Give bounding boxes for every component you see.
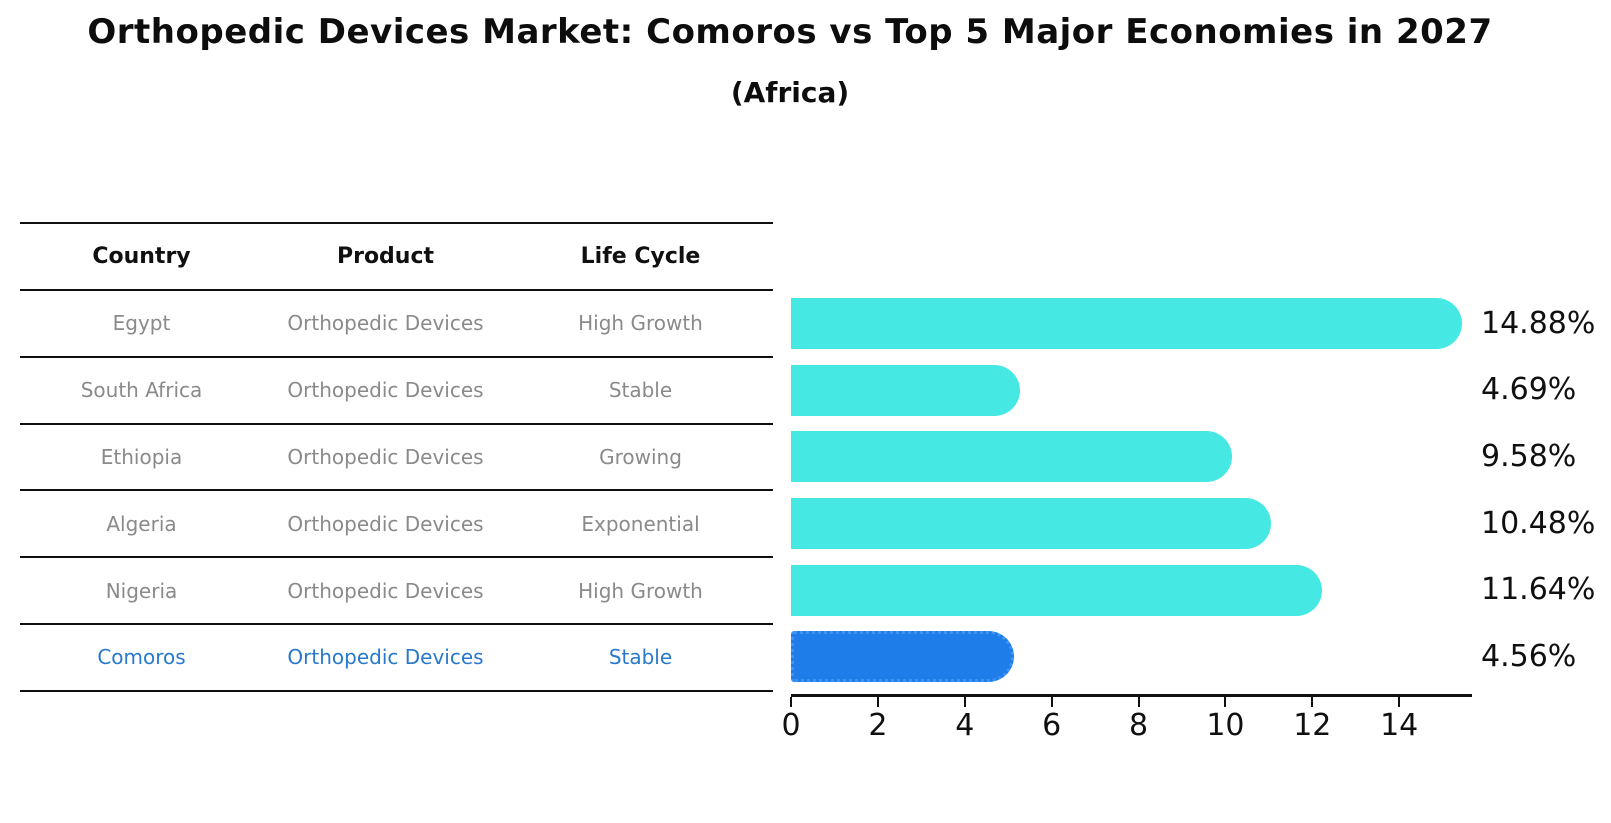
bar-value-label: 11.64% [1481,572,1596,608]
bar [791,631,1015,683]
x-axis-tick [1050,697,1053,707]
x-axis-tick [1311,697,1314,707]
cell-product: Orthopedic Devices [287,645,484,670]
column-header: Country [92,244,191,269]
bar-value-label: 10.48% [1481,505,1596,541]
table-row: Algeria Orthopedic Devices Exponential [20,491,773,559]
table-row: South Africa Orthopedic Devices Stable [20,358,773,425]
bar [791,364,1020,416]
x-axis-tick [876,697,879,707]
cell-country: Nigeria [105,578,178,603]
column-header: Life Cycle [580,244,701,269]
cell-product: Orthopedic Devices [287,511,484,536]
column-header: Product [336,244,435,269]
cell-product: Orthopedic Devices [287,578,484,603]
cell-life-cycle: Exponential [581,511,700,536]
table-row: Ethiopia Orthopedic Devices Growing [20,425,773,492]
table-row: Egypt Orthopedic Devices High Growth [20,291,773,358]
x-axis-tick-label: 14 [1380,708,1419,743]
cell-product: Orthopedic Devices [287,311,484,336]
x-axis-tick [1398,697,1401,707]
cell-product: Orthopedic Devices [287,378,484,403]
bar [791,431,1233,483]
table-header-row: Country Product Life Cycle [20,224,773,291]
table-row: Nigeria Orthopedic Devices High Growth [20,558,773,625]
bar [791,564,1322,616]
x-axis-tick-label: 6 [1042,708,1062,743]
country-table: Country Product Life Cycle Egypt Orthopedic … [20,222,773,692]
bar [791,297,1463,349]
cell-product: Orthopedic Devices [287,444,484,469]
cell-country: Egypt [112,311,171,336]
x-axis-tick [963,697,966,707]
cell-life-cycle: Growing [599,444,682,469]
bar-value-label: 4.56% [1481,639,1577,675]
bar-value-label: 4.69% [1481,372,1577,408]
cell-life-cycle: High Growth [578,578,703,603]
chart-title: Orthopedic Devices Market: Comoros vs To… [87,12,1493,52]
bar-plot-area [791,290,1470,690]
cell-life-cycle: High Growth [578,311,703,336]
cell-country: Algeria [106,511,177,536]
bar [791,497,1272,549]
bar-value-label: 9.58% [1481,439,1577,475]
x-axis-tick-label: 4 [955,708,975,743]
cell-country: Ethiopia [100,444,183,469]
cell-country: South Africa [80,378,203,403]
x-axis-tick-label: 0 [781,708,801,743]
table-row: Comoros Orthopedic Devices Stable [20,625,773,692]
x-axis-tick [1224,697,1227,707]
bar-value-label: 14.88% [1481,305,1596,341]
cell-life-cycle: Stable [608,378,673,403]
x-axis-tick-label: 12 [1293,708,1332,743]
cell-life-cycle: Stable [608,645,673,670]
x-axis [791,694,1472,697]
x-axis-tick [790,697,792,707]
x-axis-tick [1137,697,1140,707]
x-axis-tick-label: 2 [868,708,888,743]
cell-country: Comoros [97,645,186,670]
x-axis-tick-label: 10 [1206,708,1245,743]
x-axis-tick-label: 8 [1128,708,1149,743]
chart-subtitle: (Africa) [730,76,850,109]
